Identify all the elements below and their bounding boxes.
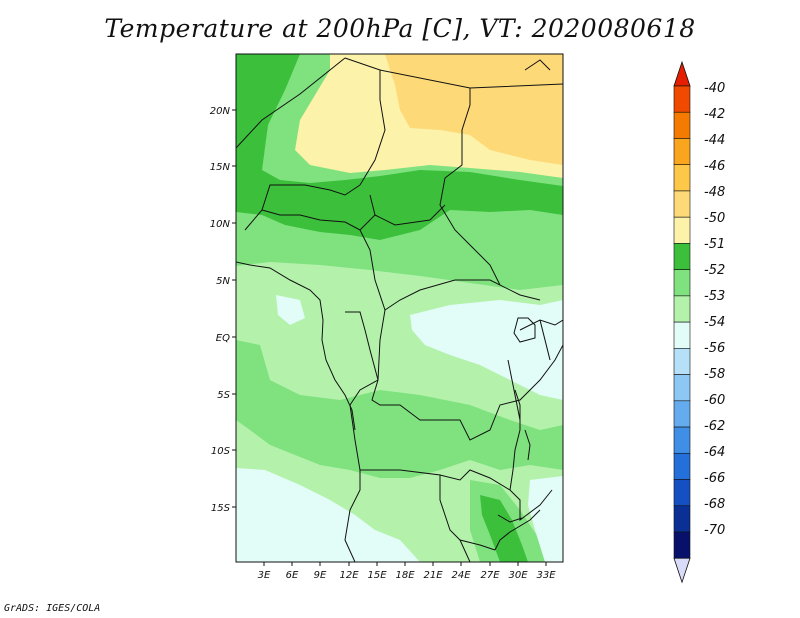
colorbar-box xyxy=(673,452,691,480)
lat-label-5n: 5N xyxy=(216,276,230,287)
longitude-axis: 3E 6E 9E 12E 15E 18E 21E 24E 27E 30E 33E xyxy=(258,562,556,581)
colorbar-label: -60 xyxy=(704,393,725,408)
lon-label-24e: 24E xyxy=(451,570,471,581)
colorbar-box xyxy=(673,164,691,192)
colorbar-label: -42 xyxy=(704,107,725,122)
colorbar-box xyxy=(673,85,691,113)
colorbar-label: -50 xyxy=(704,211,725,226)
lon-label-3e: 3E xyxy=(258,570,271,581)
colorbar: -40 -42 -44 -46 -48 -50 -51 -52 -53 -54 … xyxy=(673,60,725,584)
colorbar-box xyxy=(673,321,691,349)
lon-label-30e: 30E xyxy=(508,570,528,581)
field-band-54-west xyxy=(276,295,305,325)
temperature-field xyxy=(236,54,563,562)
colorbar-box xyxy=(673,479,691,507)
lon-label-33e: 33E xyxy=(536,570,556,581)
field-band-51-southeast xyxy=(480,495,528,562)
map-frame xyxy=(235,53,564,563)
lon-label-21e: 21E xyxy=(423,570,443,581)
lat-label-10s: 10S xyxy=(211,446,231,457)
field-band-54-central xyxy=(410,300,563,400)
colorbar-box xyxy=(673,374,691,402)
colorbar-label: -53 xyxy=(704,289,725,304)
colorbar-label: -70 xyxy=(704,523,725,538)
lon-label-9e: 9E xyxy=(314,570,327,581)
lat-label-20n: 20N xyxy=(210,106,231,117)
colorbar-label: -51 xyxy=(704,237,725,252)
lat-label-15n: 15N xyxy=(210,162,231,173)
colorbar-box xyxy=(673,426,691,454)
colorbar-box xyxy=(673,505,691,533)
colorbar-box xyxy=(673,269,691,297)
field-band-51 xyxy=(236,54,563,240)
colorbar-box xyxy=(673,531,691,559)
lat-label-10n: 10N xyxy=(210,219,231,230)
colorbar-bottom-triangle xyxy=(673,557,691,584)
lon-label-27e: 27E xyxy=(480,570,500,581)
lat-label-eq: EQ xyxy=(216,333,230,344)
colorbar-label: -66 xyxy=(704,471,725,486)
grads-credit: GrADS: IGES/COLA xyxy=(4,603,101,614)
lon-label-15e: 15E xyxy=(367,570,387,581)
lon-label-18e: 18E xyxy=(395,570,415,581)
field-band-54-southwest xyxy=(236,468,420,562)
colorbar-label: -68 xyxy=(704,497,725,512)
latitude-axis: 20N 15N 10N 5N EQ 5S 10S 15S xyxy=(210,106,236,514)
colorbar-label: -54 xyxy=(704,315,725,330)
colorbar-box xyxy=(673,111,691,139)
map-title: Temperature at 200hPa [C], VT: 202008061… xyxy=(104,14,696,43)
lat-label-5s: 5S xyxy=(217,390,230,401)
colorbar-top-triangle xyxy=(673,60,691,87)
colorbar-box xyxy=(673,138,691,166)
colorbar-label: -40 xyxy=(704,81,725,96)
colorbar-box xyxy=(673,216,691,244)
colorbar-box xyxy=(673,295,691,323)
colorbar-label: -48 xyxy=(704,185,725,200)
colorbar-label: -64 xyxy=(704,445,725,460)
colorbar-box xyxy=(673,190,691,218)
lat-label-15s: 15S xyxy=(211,503,231,514)
colorbar-label: -58 xyxy=(704,367,725,382)
colorbar-label: -44 xyxy=(704,133,725,148)
colorbar-label: -62 xyxy=(704,419,725,434)
field-band-48 xyxy=(385,54,563,165)
country-borders xyxy=(236,57,563,562)
lon-label-12e: 12E xyxy=(339,570,359,581)
colorbar-box xyxy=(673,348,691,375)
colorbar-label: -52 xyxy=(704,263,725,278)
lon-label-6e: 6E xyxy=(286,570,299,581)
colorbar-box xyxy=(673,400,691,428)
colorbar-label: -46 xyxy=(704,159,725,174)
colorbar-label: -56 xyxy=(704,341,725,356)
field-band-52-south xyxy=(236,340,563,478)
colorbar-box xyxy=(673,243,691,270)
field-band-54-southeast xyxy=(528,476,563,562)
colorbar-boxes xyxy=(673,60,691,584)
